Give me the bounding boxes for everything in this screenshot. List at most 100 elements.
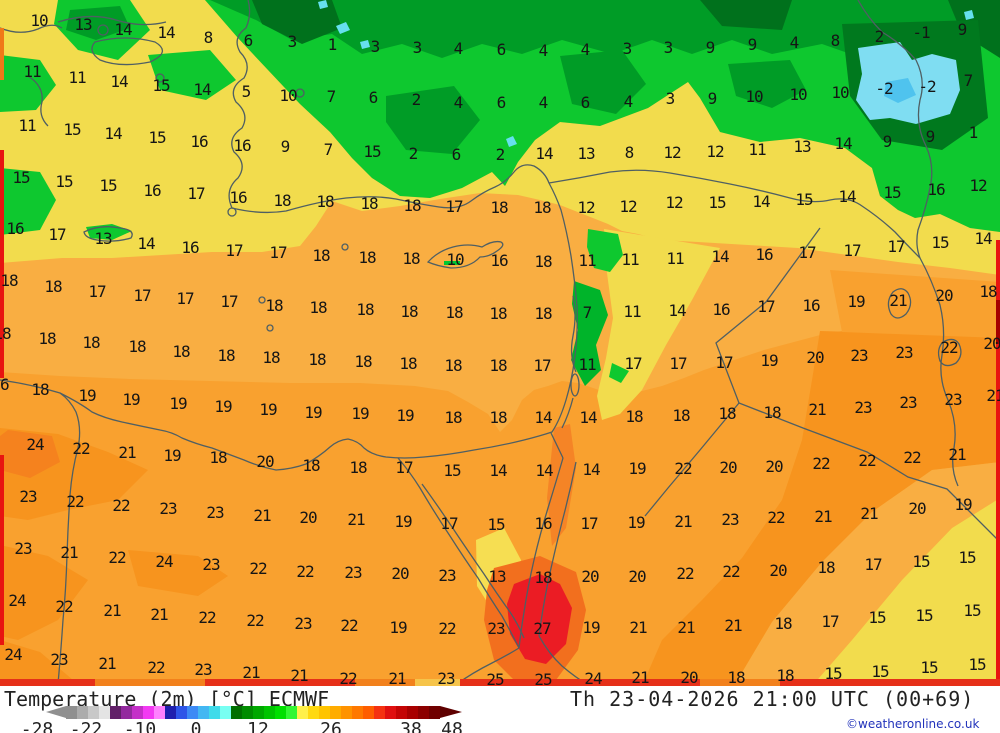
- temp-label: 14: [838, 187, 856, 206]
- colorbar-segment: [187, 706, 198, 719]
- temp-label: 19: [627, 513, 645, 532]
- temp-label: 18: [38, 329, 56, 348]
- temp-label: 18: [534, 568, 552, 587]
- colorbar-segment: [99, 706, 110, 719]
- temp-label: 16: [755, 245, 773, 264]
- temp-label: 11: [623, 302, 641, 321]
- temp-label: 20: [628, 567, 646, 586]
- colorbar-segment: [231, 706, 242, 719]
- temp-label: 24: [4, 645, 22, 664]
- temp-label: 19: [169, 394, 187, 413]
- temp-label: 18: [534, 252, 552, 271]
- temp-label: 18: [273, 191, 291, 210]
- temp-label: 10: [30, 11, 48, 30]
- lake-dead-sea: [570, 373, 580, 397]
- temp-label: 17: [220, 292, 238, 311]
- colorbar-tick: 12: [247, 719, 269, 733]
- temp-label: 19: [163, 446, 181, 465]
- temp-label: -2: [875, 79, 893, 98]
- coastline-marmara-north: [57, 15, 167, 26]
- temp-label: 21: [103, 601, 121, 620]
- temp-label: 18: [265, 296, 283, 315]
- temperature-labels-layer: 10 13 14 14 8 6 3 1 3 3 4 6 4 4 3 3 9 9 4 8 2 -1 9 11 11 14 15 14 5 1…: [0, 11, 1000, 688]
- temp-label: 16: [143, 181, 161, 200]
- temp-label: 18: [444, 408, 462, 427]
- region-deep-orange-aqaba: [547, 424, 576, 546]
- temp-label: 20: [935, 286, 953, 305]
- colorbar-segment: [264, 706, 275, 719]
- temp-label: 21: [814, 507, 832, 526]
- temp-label: 18: [399, 354, 417, 373]
- temp-label: 10: [745, 87, 763, 106]
- region-orange-left-c: [0, 640, 80, 686]
- island-chios: [155, 73, 165, 83]
- temp-label: 24: [8, 591, 26, 610]
- temp-label: 15: [963, 601, 981, 620]
- temp-label: 22: [249, 559, 267, 578]
- temp-label: 14: [193, 80, 211, 99]
- temp-label: 17: [176, 289, 194, 308]
- temp-label: 21: [631, 668, 649, 687]
- temp-label: 15: [868, 608, 886, 627]
- cyan-speck-c: [506, 136, 517, 147]
- temp-label: 18: [727, 668, 745, 687]
- temp-label: 6: [496, 93, 507, 112]
- temp-label: 10: [446, 250, 464, 269]
- map-canvas: [0, 0, 1000, 686]
- temp-label: 23: [19, 487, 37, 506]
- temp-label: 13: [577, 144, 595, 163]
- temp-label: 22: [676, 564, 694, 583]
- colorbar-tick: 0: [190, 719, 202, 733]
- temp-label: 22: [296, 562, 314, 581]
- edge-bottom-seg: [415, 679, 460, 686]
- temp-label: 21: [290, 666, 308, 685]
- temp-label: 7: [963, 71, 974, 90]
- colorbar-segment: [165, 706, 176, 719]
- temp-label: 17: [580, 514, 598, 533]
- temp-label: 14: [110, 72, 128, 91]
- temp-label: 1: [968, 123, 979, 142]
- temp-label: 6: [368, 88, 379, 107]
- river-jordan-south: [561, 397, 574, 429]
- edge-strip-left-top: [0, 28, 4, 80]
- temp-label: 10: [279, 86, 297, 105]
- temp-label: 18: [403, 196, 421, 215]
- temp-label: 15: [152, 76, 170, 95]
- temp-label: 17: [864, 555, 882, 574]
- temp-label: 20: [769, 561, 787, 580]
- temp-label: 2: [874, 27, 885, 46]
- temp-label: 22: [438, 619, 456, 638]
- edge-bottom-seg: [0, 679, 95, 686]
- temp-label: 14: [489, 461, 507, 480]
- colorbar-segment: [198, 706, 209, 719]
- copyright-link[interactable]: ©weatheronline.co.uk: [846, 717, 980, 731]
- temp-label: 23: [194, 660, 212, 679]
- temp-label: 21: [242, 663, 260, 682]
- temp-label: 19: [628, 459, 646, 478]
- temp-label: 18: [489, 356, 507, 375]
- edge-bottom-seg: [355, 679, 415, 686]
- coastline-cyprus: [426, 240, 504, 269]
- temp-label: 18: [533, 198, 551, 217]
- temp-label: 17: [395, 458, 413, 477]
- island-c: [266, 324, 274, 332]
- colorbar-segment: [143, 706, 154, 719]
- temp-label: 11: [666, 249, 684, 268]
- colorbar-segment: [363, 706, 374, 719]
- temp-label: 18: [82, 333, 100, 352]
- temp-label: 18: [445, 303, 463, 322]
- temp-label: 22: [722, 562, 740, 581]
- region-green-aegean-b: [148, 50, 236, 100]
- edge-strip-bottom: [0, 679, 1000, 686]
- temp-label: 14: [535, 461, 553, 480]
- colorbar: [66, 706, 440, 719]
- colorbar-segment: [176, 706, 187, 719]
- temp-label: 14: [668, 301, 686, 320]
- edge-strip-right-dark: [996, 300, 1000, 344]
- temp-label: 19: [304, 403, 322, 422]
- temp-label: 20: [806, 348, 824, 367]
- temp-label: 11: [578, 251, 596, 270]
- coastline-group: [0, 0, 999, 686]
- temp-label: 21: [347, 510, 365, 529]
- temp-label: 2: [408, 144, 419, 163]
